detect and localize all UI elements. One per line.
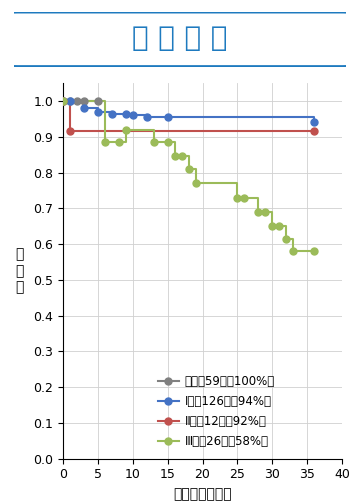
Y-axis label: 再
発
率: 再 発 率: [15, 247, 23, 294]
Legend: ０期（59例：100%）, Ⅰ期（126例：94%）, Ⅱ期（12例：92%）, Ⅲ期（26例：58%）: ０期（59例：100%）, Ⅰ期（126例：94%）, Ⅱ期（12例：92%）,…: [153, 370, 280, 453]
Text: 無 再 発 率: 無 再 発 率: [132, 24, 228, 52]
X-axis label: 観察期間（月）: 観察期間（月）: [173, 487, 232, 501]
FancyBboxPatch shape: [4, 12, 356, 67]
